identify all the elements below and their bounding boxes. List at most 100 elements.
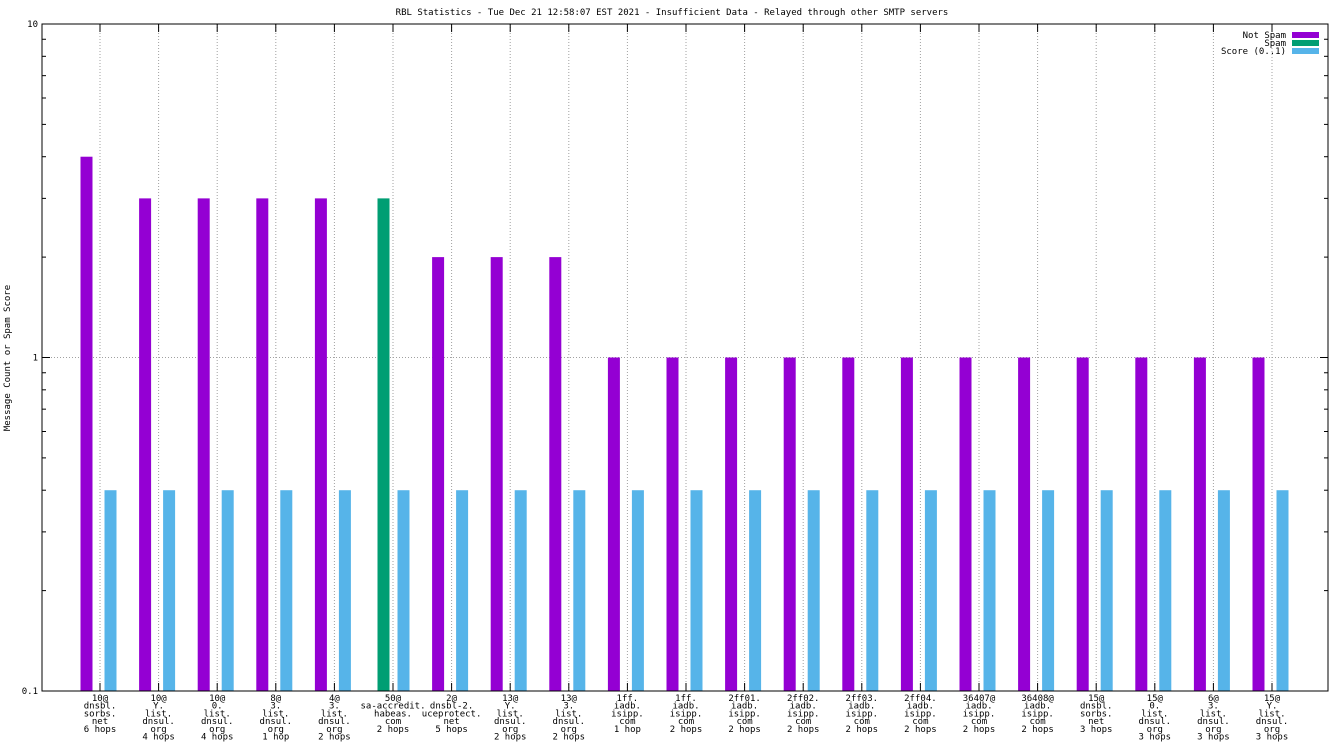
x-tick-label: 2@ dnsbl-2. uceprotect. net 5 hops xyxy=(422,694,482,735)
bar-score xyxy=(280,490,293,691)
x-tick-label-line: Y. xyxy=(505,702,516,712)
x-tick-label-line: 15@ xyxy=(1147,694,1164,704)
x-tick-label-line: 2 hops xyxy=(1021,725,1054,735)
x-tick-label-line: 2 hops xyxy=(963,725,996,735)
bar-score xyxy=(338,490,351,691)
bar-not-spam xyxy=(490,257,503,691)
x-tick-label-line: iadb. xyxy=(790,702,817,712)
x-tick-label-line: org xyxy=(209,725,225,735)
x-tick-label: 13@ Y. list. dnsul. org 2 hops xyxy=(494,694,527,743)
x-tick-label-line: org xyxy=(326,725,342,735)
x-tick-label-line: 4@ xyxy=(329,694,340,704)
x-tick-label-line: 2@ xyxy=(446,694,457,704)
x-tick-label-line: 3 hops xyxy=(1256,733,1289,743)
x-tick-label-line: 10@ xyxy=(92,694,109,704)
x-tick-label-line: com xyxy=(971,717,987,727)
legend-label: Score (0..1) xyxy=(1221,47,1286,57)
bar-not-spam xyxy=(1076,357,1089,691)
x-tick-label-line: org xyxy=(1264,725,1280,735)
x-tick-label-line: list. xyxy=(497,709,524,719)
x-tick-label-line: iadb. xyxy=(672,702,699,712)
x-tick-label-line: org xyxy=(1205,725,1221,735)
bar-not-spam xyxy=(607,357,620,691)
bar-not-spam xyxy=(1018,357,1031,691)
x-tick-label-line: isipp. xyxy=(670,709,703,719)
bar-score xyxy=(866,490,879,691)
bar-not-spam xyxy=(666,357,679,691)
bar-spam xyxy=(377,198,390,691)
x-tick-label-line: org xyxy=(561,725,577,735)
x-tick-label-line: dnsul. xyxy=(494,717,527,727)
bar-score xyxy=(1042,490,1055,691)
x-tick-label-line: 8@ xyxy=(270,694,281,704)
legend-label: Spam xyxy=(1264,39,1286,49)
x-tick-label-line: iadb. xyxy=(965,702,992,712)
legend-label: Not Spam xyxy=(1243,31,1286,41)
x-tick-label-line: dnsul. xyxy=(1139,717,1172,727)
x-tick-label-line: list. xyxy=(204,709,231,719)
x-tick-label: 2ff03. iadb. isipp. com 2 hops xyxy=(846,694,879,735)
x-tick-label-line: 4 hops xyxy=(201,733,234,743)
x-tick-label-line: 2ff03. xyxy=(846,694,879,704)
x-tick-label-line: 1ff. xyxy=(675,694,697,704)
x-tick-label-line: 3. xyxy=(270,702,281,712)
bar-score xyxy=(221,490,234,691)
x-tick-label-line: 2 hops xyxy=(904,725,937,735)
bar-not-spam xyxy=(139,198,152,691)
x-tick-label-line: 3. xyxy=(329,702,340,712)
x-tick-label-line: iadb. xyxy=(907,702,934,712)
x-tick-label-line: com xyxy=(678,717,694,727)
bar-not-spam xyxy=(1193,357,1206,691)
bar-not-spam xyxy=(725,357,738,691)
x-tick-label-line: sorbs. xyxy=(1080,709,1113,719)
bar-score xyxy=(1217,490,1230,691)
bar-not-spam xyxy=(842,357,855,691)
x-tick-label-line: Y. xyxy=(1267,702,1278,712)
x-tick-label: 10@ 0. list. dnsul. org 4 hops xyxy=(201,694,234,743)
x-tick-label-line: com xyxy=(619,717,635,727)
legend-swatch xyxy=(1292,40,1319,46)
x-tick-label-line: 36407@ xyxy=(963,694,996,704)
x-tick-label-line: dnsul. xyxy=(1256,717,1289,727)
y-tick-label: 1 xyxy=(33,354,38,364)
x-tick-label-line: list. xyxy=(145,709,172,719)
x-tick-label-line: isipp. xyxy=(846,709,879,719)
bar-score xyxy=(163,490,176,691)
x-tick-label-line: dnsbl. xyxy=(1080,702,1113,712)
x-tick-label-line: isipp. xyxy=(787,709,820,719)
x-tick-label-line: uceprotect. xyxy=(422,709,482,719)
bar-not-spam xyxy=(959,357,972,691)
y-tick-label: 0.1 xyxy=(22,687,38,697)
x-tick-label-line: isipp. xyxy=(904,709,937,719)
x-tick-label: 15@ dnsbl. sorbs. net 3 hops xyxy=(1080,694,1113,735)
x-tick-label-line: 2ff01. xyxy=(728,694,761,704)
x-tick-label-line: list. xyxy=(262,709,289,719)
x-tick-label-line: net xyxy=(92,717,108,727)
x-tick-label: 6@ 3. list. dnsul. org 3 hops xyxy=(1197,694,1230,743)
x-tick-label-line: 15@ xyxy=(1088,694,1105,704)
x-tick-label-line: org xyxy=(150,725,166,735)
x-tick-label: 8@ 3. list. dnsul. org 1 hop xyxy=(260,694,293,743)
x-tick-label-line: org xyxy=(268,725,284,735)
x-tick-label-line: sorbs. xyxy=(84,709,117,719)
x-tick-label-line: isipp. xyxy=(1021,709,1054,719)
x-tick-label: 15@ Y. list. dnsul. org 3 hops xyxy=(1256,694,1289,743)
bar-score xyxy=(456,490,469,691)
bar-not-spam xyxy=(432,257,445,691)
x-tick-label-line: 10@ xyxy=(150,694,167,704)
x-tick-label-line: 2ff02. xyxy=(787,694,820,704)
bar-score xyxy=(749,490,762,691)
x-tick-label-line: com xyxy=(1029,717,1045,727)
chart-title: RBL Statistics - Tue Dec 21 12:58:07 EST… xyxy=(396,8,949,18)
x-tick-label: 10@ dnsbl. sorbs. net 6 hops xyxy=(84,694,117,735)
bar-score xyxy=(1159,490,1172,691)
x-tick-label-line: 2 hops xyxy=(670,725,703,735)
x-tick-label-line: 10@ xyxy=(209,694,226,704)
x-tick-label-line: list. xyxy=(1141,709,1168,719)
x-tick-label-line: 3 hops xyxy=(1080,725,1113,735)
x-tick-label-line: dnsul. xyxy=(142,717,175,727)
x-tick-label-line: 2 hops xyxy=(318,733,351,743)
bar-score xyxy=(924,490,937,691)
